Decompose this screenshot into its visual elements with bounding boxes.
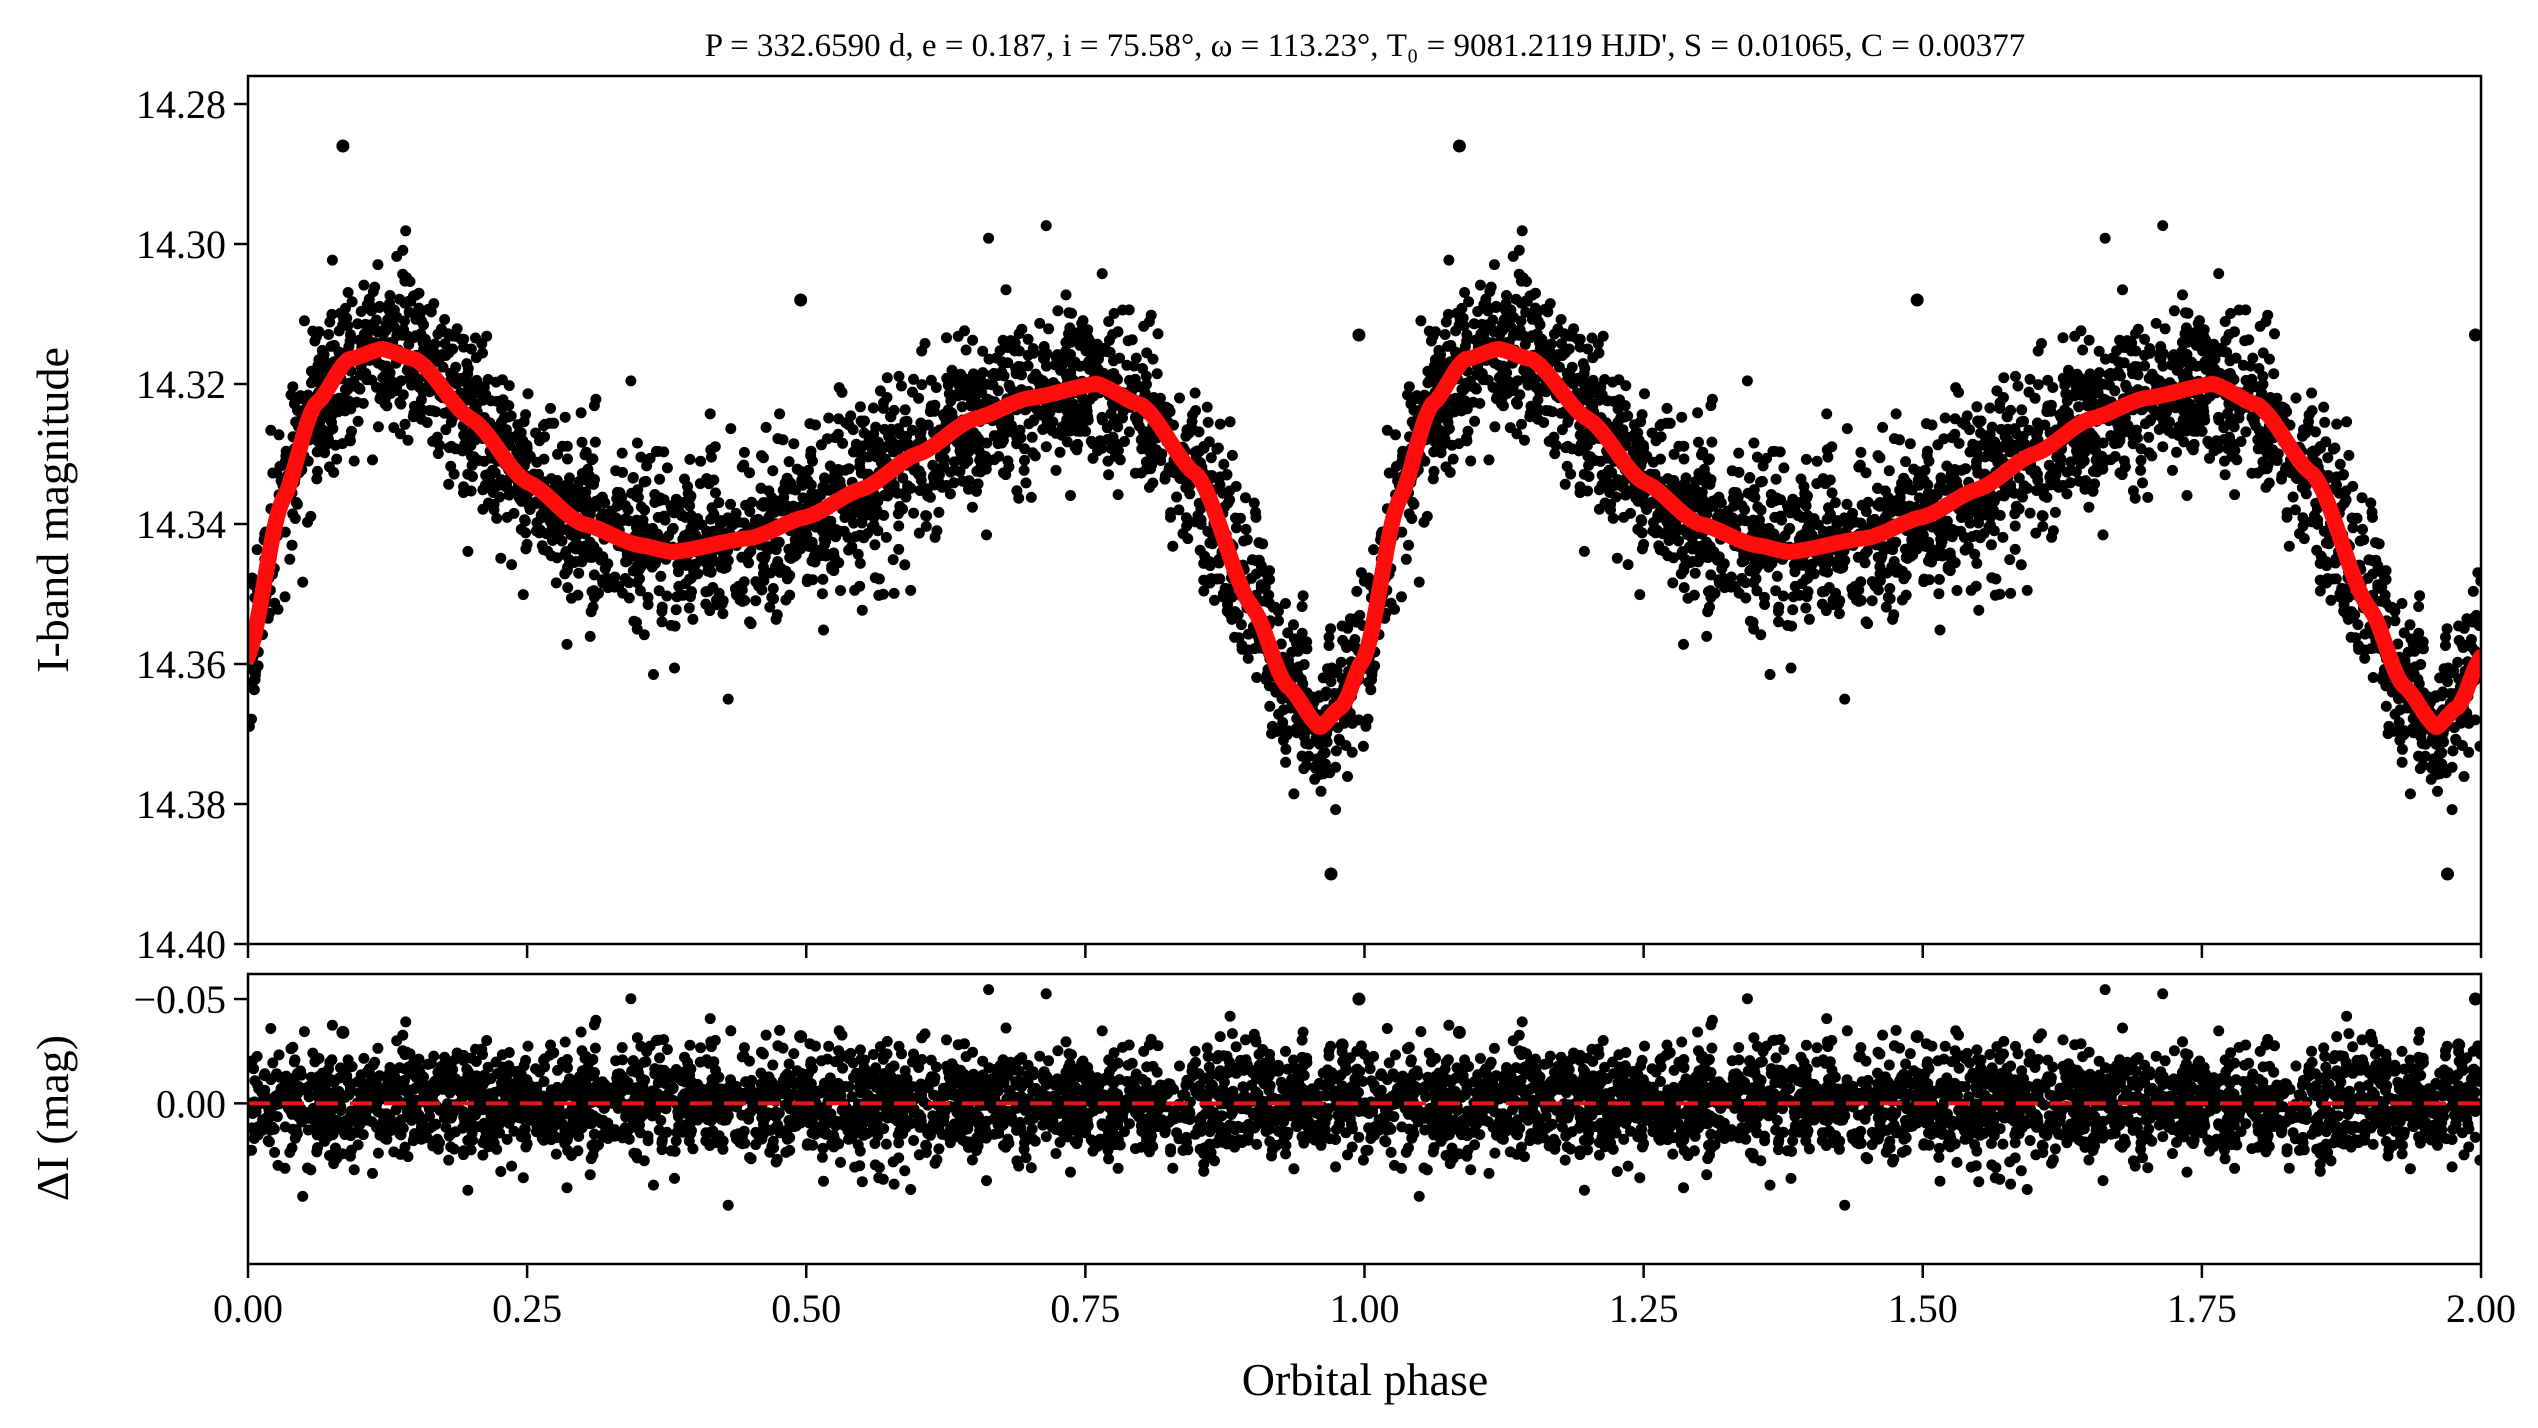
- y-tick-label: 14.28: [136, 82, 226, 127]
- light-curve-outlier-point: [1352, 329, 1365, 342]
- residual-outlier-point: [1453, 1026, 1466, 1039]
- y-tick-label: 14.34: [136, 502, 226, 547]
- y-tick-label: 14.30: [136, 222, 226, 267]
- x-tick-label: 1.00: [1330, 1286, 1400, 1331]
- light-curve-outlier-point: [1911, 294, 1924, 307]
- x-tick-label: 1.50: [1888, 1286, 1958, 1331]
- residual-outlier-point: [1911, 1030, 1924, 1043]
- light-curve-outlier-point: [1453, 140, 1466, 153]
- residual-outlier-point: [336, 1026, 349, 1039]
- x-tick-label: 1.75: [2167, 1286, 2237, 1331]
- x-tick-label: 0.50: [771, 1286, 841, 1331]
- residual-outlier-point: [2452, 1038, 2465, 1051]
- light-curve-outlier-point: [794, 294, 807, 307]
- x-axis-title: Orbital phase: [1242, 1354, 1489, 1405]
- y-tick-label: 14.36: [136, 642, 226, 687]
- x-tick-label: 1.25: [1609, 1286, 1679, 1331]
- residuals-y-axis-title: ΔI (mag): [27, 1035, 78, 1201]
- y-tick-label: 14.38: [136, 782, 226, 827]
- residual-outlier-point: [1336, 1038, 1349, 1051]
- x-tick-label: 0.00: [213, 1286, 283, 1331]
- x-tick-label: 0.75: [1050, 1286, 1120, 1331]
- light-curve-outlier-point: [1325, 868, 1338, 881]
- y-tick-label: 14.40: [136, 922, 226, 967]
- light-curve-outlier-point: [336, 140, 349, 153]
- residual-y-tick-label: −0.05: [133, 977, 226, 1022]
- light-curve-outlier-point: [2441, 868, 2454, 881]
- x-tick-label: 0.25: [492, 1286, 562, 1331]
- x-tick-label: 2.00: [2446, 1286, 2516, 1331]
- residual-y-tick-label: 0.00: [156, 1081, 226, 1126]
- y-tick-label: 14.32: [136, 362, 226, 407]
- residual-outlier-point: [1352, 993, 1365, 1006]
- residual-outlier-point: [794, 1030, 807, 1043]
- light-curve-y-axis-title: I-band magnitude: [27, 347, 78, 673]
- figure-title: P = 332.6590 d, e = 0.187, i = 75.58°, ω…: [705, 28, 2026, 64]
